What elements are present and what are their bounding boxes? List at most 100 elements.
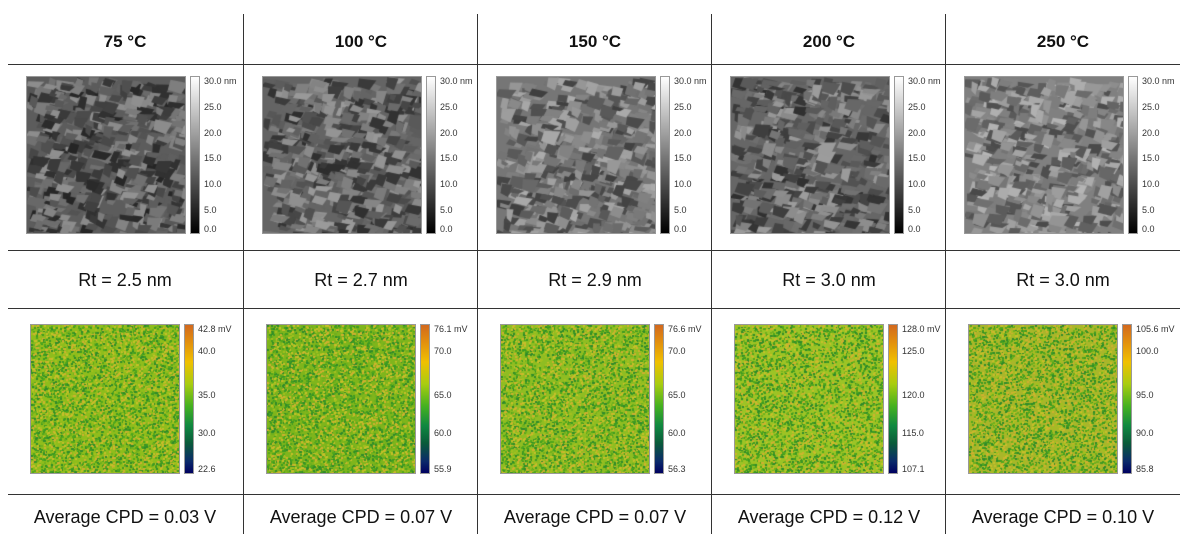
afm-scale-tick: 0.0	[674, 224, 687, 234]
row-divider	[8, 64, 1180, 65]
afm-scale-tick: 5.0	[1142, 205, 1155, 215]
kpfm-potential-image	[30, 324, 180, 474]
afm-scale-tick: 15.0	[908, 153, 926, 163]
kpfm-scale-tick: 100.0	[1136, 346, 1159, 356]
kpfm-scale-tick: 70.0	[434, 346, 452, 356]
average-cpd-label: Average CPD = 0.07 V	[269, 507, 453, 527]
kpfm-scale-tick: 65.0	[434, 390, 452, 400]
afm-scale-tick: 30.0 nm	[674, 76, 707, 86]
row-divider	[8, 308, 1180, 309]
afm-scale-tick: 25.0	[908, 102, 926, 112]
kpfm-potential-image	[968, 324, 1118, 474]
kpfm-scale-tick: 70.0	[668, 346, 686, 356]
roughness-label: Rt = 2.5 nm	[78, 270, 172, 290]
afm-scale-tick: 5.0	[440, 205, 453, 215]
kpfm-scale-tick: 76.6 mV	[668, 324, 702, 334]
afm-scale-tick: 30.0 nm	[908, 76, 941, 86]
kpfm-potential-colorbar	[1122, 324, 1132, 474]
afm-scale-tick: 5.0	[674, 205, 687, 215]
column-divider	[711, 14, 712, 534]
average-cpd-label: Average CPD = 0.07 V	[503, 507, 687, 527]
afm-scale-tick: 10.0	[908, 179, 926, 189]
column-divider	[945, 14, 946, 534]
roughness-label: Rt = 3.0 nm	[782, 270, 876, 290]
afm-scale-tick: 5.0	[908, 205, 921, 215]
roughness-label: Rt = 2.7 nm	[314, 270, 408, 290]
row-divider	[8, 250, 1180, 251]
temperature-column: 75 °C 30.0 nm 25.0 20.0 15.0 10.0 5.0 0.0 Rt = 2…	[8, 0, 242, 534]
kpfm-scale-tick: 55.9	[434, 464, 452, 474]
kpfm-scale-tick: 35.0	[198, 390, 216, 400]
kpfm-potential-image	[734, 324, 884, 474]
afm-scale-tick: 10.0	[440, 179, 458, 189]
kpfm-scale-tick: 60.0	[668, 428, 686, 438]
afm-scale-tick: 20.0	[204, 128, 222, 138]
afm-scale-tick: 10.0	[1142, 179, 1160, 189]
column-header: 100 °C	[334, 32, 388, 51]
temperature-column: 200 °C 30.0 nm 25.0 20.0 15.0 10.0 5.0 0.0 Rt = …	[712, 0, 946, 534]
afm-scale-tick: 25.0	[204, 102, 222, 112]
afm-scale-tick: 20.0	[674, 128, 692, 138]
kpfm-scale-tick: 125.0	[902, 346, 925, 356]
roughness-label: Rt = 3.0 nm	[1016, 270, 1110, 290]
kpfm-scale-tick: 22.6	[198, 464, 216, 474]
kpfm-scale-tick: 115.0	[902, 428, 924, 438]
kpfm-scale-tick: 65.0	[668, 390, 686, 400]
afm-scale-tick: 30.0 nm	[204, 76, 237, 86]
kpfm-scale-tick: 56.3	[668, 464, 686, 474]
roughness-label: Rt = 2.9 nm	[548, 270, 642, 290]
kpfm-scale-tick: 120.0	[902, 390, 925, 400]
afm-scale-tick: 0.0	[204, 224, 217, 234]
afm-topography-image	[262, 76, 422, 234]
kpfm-scale-tick: 95.0	[1136, 390, 1154, 400]
kpfm-potential-image	[500, 324, 650, 474]
afm-topography-image	[964, 76, 1124, 234]
column-header: 200 °C	[802, 32, 856, 51]
kpfm-scale-tick: 90.0	[1136, 428, 1154, 438]
average-cpd-label: Average CPD = 0.12 V	[737, 507, 921, 527]
afm-scale-tick: 20.0	[1142, 128, 1160, 138]
column-header: 150 °C	[568, 32, 622, 51]
afm-height-colorbar	[660, 76, 670, 234]
afm-height-colorbar	[190, 76, 200, 234]
temperature-column: 150 °C 30.0 nm 25.0 20.0 15.0 10.0 5.0 0.0 Rt = …	[478, 0, 712, 534]
afm-scale-tick: 30.0 nm	[1142, 76, 1175, 86]
kpfm-scale-tick: 128.0 mV	[902, 324, 941, 334]
kpfm-scale-tick: 30.0	[198, 428, 216, 438]
afm-scale-tick: 30.0 nm	[440, 76, 473, 86]
afm-scale-tick: 15.0	[674, 153, 692, 163]
afm-height-colorbar	[1128, 76, 1138, 234]
kpfm-potential-colorbar	[420, 324, 430, 474]
afm-scale-tick: 15.0	[1142, 153, 1160, 163]
afm-scale-tick: 25.0	[1142, 102, 1160, 112]
afm-scale-tick: 15.0	[440, 153, 458, 163]
afm-scale-tick: 10.0	[204, 179, 222, 189]
kpfm-potential-image	[266, 324, 416, 474]
kpfm-scale-tick: 76.1 mV	[434, 324, 468, 334]
kpfm-scale-tick: 107.1	[902, 464, 925, 474]
average-cpd-label: Average CPD = 0.03 V	[33, 507, 217, 527]
row-divider	[8, 494, 1180, 495]
column-divider	[477, 14, 478, 534]
kpfm-scale-tick: 105.6 mV	[1136, 324, 1175, 334]
column-header: 75 °C	[103, 32, 147, 51]
afm-scale-tick: 0.0	[440, 224, 453, 234]
kpfm-scale-tick: 60.0	[434, 428, 452, 438]
afm-height-colorbar	[894, 76, 904, 234]
afm-scale-tick: 0.0	[908, 224, 921, 234]
kpfm-potential-colorbar	[184, 324, 194, 474]
kpfm-potential-colorbar	[654, 324, 664, 474]
kpfm-scale-tick: 40.0	[198, 346, 216, 356]
afm-topography-image	[26, 76, 186, 234]
afm-scale-tick: 20.0	[908, 128, 926, 138]
afm-scale-tick: 25.0	[440, 102, 458, 112]
kpfm-scale-tick: 42.8 mV	[198, 324, 232, 334]
kpfm-scale-tick: 85.8	[1136, 464, 1154, 474]
afm-scale-tick: 10.0	[674, 179, 692, 189]
kpfm-potential-colorbar	[888, 324, 898, 474]
afm-scale-tick: 15.0	[204, 153, 222, 163]
afm-topography-image	[496, 76, 656, 234]
average-cpd-label: Average CPD = 0.10 V	[971, 507, 1155, 527]
afm-height-colorbar	[426, 76, 436, 234]
temperature-column: 250 °C 30.0 nm 25.0 20.0 15.0 10.0 5.0 0.0 Rt = …	[946, 0, 1180, 534]
